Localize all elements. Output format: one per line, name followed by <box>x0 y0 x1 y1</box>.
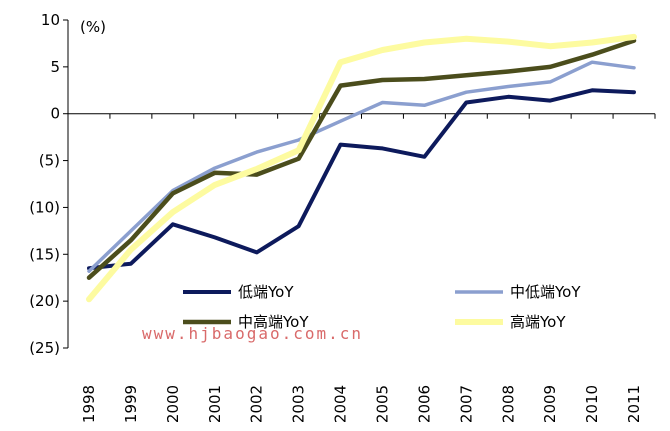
x-tick-label: 1999 <box>122 385 140 423</box>
x-tick-label: 2010 <box>583 385 601 423</box>
series-line-2 <box>86 38 637 280</box>
y-tick-label: (20) <box>29 292 60 310</box>
axes: 10 5 0 (5) (10) (15) (20) (25) 1998 1999 2000 2001 2… <box>29 11 656 423</box>
legend: 低端YoY 中低端YoY 中高端YoY 高端YoY <box>183 283 581 331</box>
x-tick-label: 2008 <box>499 385 517 423</box>
y-tick-label: (25) <box>29 339 60 357</box>
legend-label: 中低端YoY <box>510 283 581 301</box>
series-lines <box>86 33 637 303</box>
x-tick-label: 2005 <box>373 385 391 423</box>
x-tick-label: 2001 <box>206 385 224 423</box>
y-tick-label: (10) <box>29 198 60 216</box>
x-tick-label: 2000 <box>164 385 182 423</box>
x-tick-label: 1998 <box>80 385 98 423</box>
series-line-3 <box>86 33 637 303</box>
x-tick-label: 2011 <box>625 385 643 423</box>
series-line-0 <box>87 88 636 271</box>
legend-label: 低端YoY <box>238 283 294 301</box>
y-tick-label: 5 <box>50 58 60 76</box>
series-line-1 <box>87 60 636 273</box>
x-tick-label: 2007 <box>457 385 475 423</box>
y-unit-label: (%) <box>80 18 106 36</box>
x-tick-label: 2003 <box>290 385 308 423</box>
legend-label: 高端YoY <box>510 313 566 331</box>
x-tick-label: 2004 <box>332 385 350 423</box>
y-tick-label: (15) <box>29 245 60 263</box>
x-tick-label: 2002 <box>248 385 266 423</box>
y-tick-label: 0 <box>50 105 60 123</box>
y-tick-label: (5) <box>39 152 60 170</box>
x-tick-label: 2006 <box>415 385 433 423</box>
legend-label: 中高端YoY <box>238 313 309 331</box>
x-tick-label: 2009 <box>541 385 559 423</box>
watermark-text: www.hjbaogao.com.cn <box>142 324 363 343</box>
y-tick-label: 10 <box>41 11 60 29</box>
